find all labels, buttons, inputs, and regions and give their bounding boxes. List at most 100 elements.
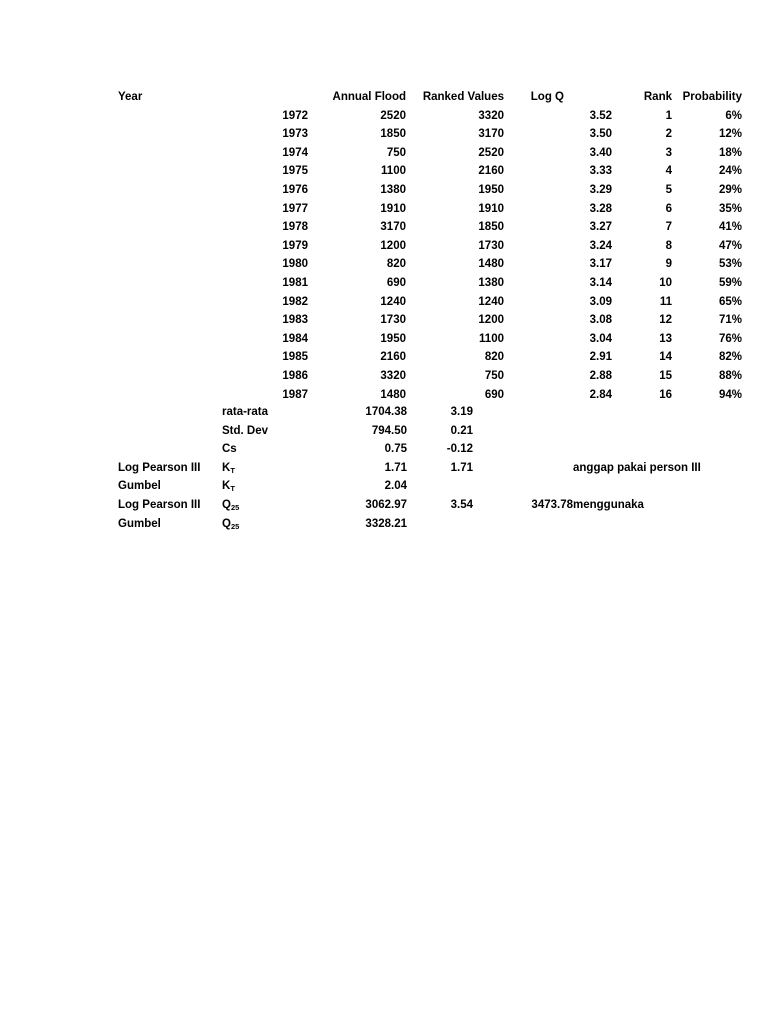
cell-year: 1980 [282,258,308,271]
table-row: 1983 1730 1200 3.08 12 71% [118,311,758,330]
cell-rank: 13 [659,332,672,345]
table-row: 1980 820 1480 3.17 9 53% [118,255,758,274]
cell-year: 1978 [282,221,308,234]
cell-log-q: 3.04 [589,332,612,345]
cell-ranked-value: 2160 [478,165,504,178]
cell-rank: 5 [665,183,672,196]
statistics-value: 1.71 [384,461,407,474]
column-header-annual-flood: Annual Flood [332,91,406,103]
cell-probability: 94% [718,388,742,401]
cell-probability: 82% [718,351,742,364]
table-row: 1976 1380 1950 3.29 5 29% [118,181,758,200]
cell-probability: 18% [718,146,742,159]
cell-annual-flood: 820 [386,258,406,271]
table-body: 1972 2520 3320 3.52 1 6% 1973 1850 3170 3.50 2 12% 1… [118,107,758,405]
statistics-log-q-value: -0.12 [446,443,473,456]
cell-rank: 8 [665,239,672,252]
cell-log-q: 2.84 [589,388,612,401]
cell-rank: 9 [665,258,672,271]
table-row: 1981 690 1380 3.14 10 59% [118,274,758,293]
statistics-key-label: KT [222,477,342,497]
statistics-key-text: K [222,480,231,493]
cell-probability: 53% [718,258,742,271]
statistics-log-q-value: 0.21 [450,424,473,437]
cell-log-q: 3.50 [589,128,612,141]
cell-ranked-value: 1730 [478,239,504,252]
table-row: 1975 1100 2160 3.33 4 24% [118,162,758,181]
table-row: 1979 1200 1730 3.24 8 47% [118,237,758,256]
statistics-row: Log Pearson III Q25 3062.97 3.54 3473.78 meng… [118,496,768,515]
cell-annual-flood: 1200 [380,239,406,252]
cell-log-q: 3.28 [589,202,612,215]
cell-ranked-value: 820 [484,351,504,364]
statistics-value: 0.75 [384,443,407,456]
cell-probability: 6% [725,109,742,122]
cell-log-q: 3.52 [589,109,612,122]
table-header-row: Year Annual Flood Ranked Values Log Q Ra… [118,88,758,107]
cell-annual-flood: 750 [386,146,406,159]
cell-rank: 15 [659,369,672,382]
cell-ranked-value: 1100 [479,332,504,345]
cell-annual-flood: 690 [386,276,406,289]
statistics-row: Log Pearson III KT 1.71 1.71 anggap pakai pe… [118,459,768,478]
cell-log-q: 2.91 [589,351,612,364]
cell-rank: 10 [659,276,672,289]
table-row: 1987 1480 690 2.84 16 94% [118,386,758,405]
cell-year: 1972 [282,109,308,122]
statistics-row: Gumbel KT 2.04 [118,477,768,496]
statistics-key-label: Q25 [222,515,342,535]
cell-annual-flood: 1730 [380,314,406,327]
cell-log-q: 3.24 [589,239,612,252]
cell-probability: 47% [718,239,742,252]
cell-probability: 76% [718,332,742,345]
cell-year: 1982 [282,295,308,308]
table-row: 1985 2160 820 2.91 14 82% [118,348,758,367]
cell-probability: 88% [718,369,742,382]
cell-year: 1977 [282,202,308,215]
cell-ranked-value: 1380 [478,276,504,289]
cell-year: 1983 [282,314,308,327]
statistics-key-text: K [222,461,231,474]
statistics-row: Cs 0.75 -0.12 [118,440,768,459]
cell-probability: 59% [718,276,742,289]
cell-log-q: 3.40 [589,146,612,159]
cell-ranked-value: 2520 [478,146,504,159]
cell-ranked-value: 3170 [478,128,504,141]
cell-ranked-value: 690 [484,388,504,401]
statistics-key-subscript: T [230,484,235,494]
statistics-key-label: Std. Dev [222,422,342,441]
statistics-key-label: rata-rata [222,403,342,422]
cell-year: 1986 [282,369,308,382]
cell-annual-flood: 2520 [380,109,406,122]
table-row: 1974 750 2520 3.40 3 18% [118,144,758,163]
cell-rank: 16 [659,388,672,401]
cell-annual-flood: 1480 [380,388,406,401]
statistics-value: 1704.38 [365,406,407,418]
cell-annual-flood: 1380 [380,183,406,196]
statistics-value: 794.50 [371,424,407,437]
cell-probability: 24% [718,165,742,178]
cell-log-q: 3.33 [589,165,612,178]
cell-ranked-value: 1200 [478,314,504,327]
cell-year: 1984 [282,332,308,345]
cell-log-q: 2.88 [589,369,612,382]
cell-annual-flood: 1910 [380,202,406,215]
column-header-year: Year [118,91,143,103]
cell-year: 1987 [282,388,308,401]
statistics-key-subscript: 25 [230,502,240,512]
cell-probability: 65% [718,295,742,308]
statistics-block: rata-rata 1704.38 3.19 Std. Dev 794.50 0.21 Cs… [118,403,768,533]
statistics-key-text: Q [222,517,231,530]
column-header-ranked-values: Ranked Values [422,91,504,103]
cell-annual-flood: 3320 [380,369,406,382]
statistics-note-number: 3473.78 [531,498,573,511]
cell-annual-flood: 3170 [380,221,406,234]
table-row: 1978 3170 1850 3.27 7 41% [118,218,758,237]
cell-ranked-value: 1480 [478,258,504,271]
statistics-row: rata-rata 1704.38 3.19 [118,403,768,422]
cell-annual-flood: 1850 [380,128,406,141]
statistics-method-label: Log Pearson III [118,498,201,511]
cell-probability: 71% [718,314,742,327]
statistics-row: Gumbel Q25 3328.21 [118,515,768,534]
